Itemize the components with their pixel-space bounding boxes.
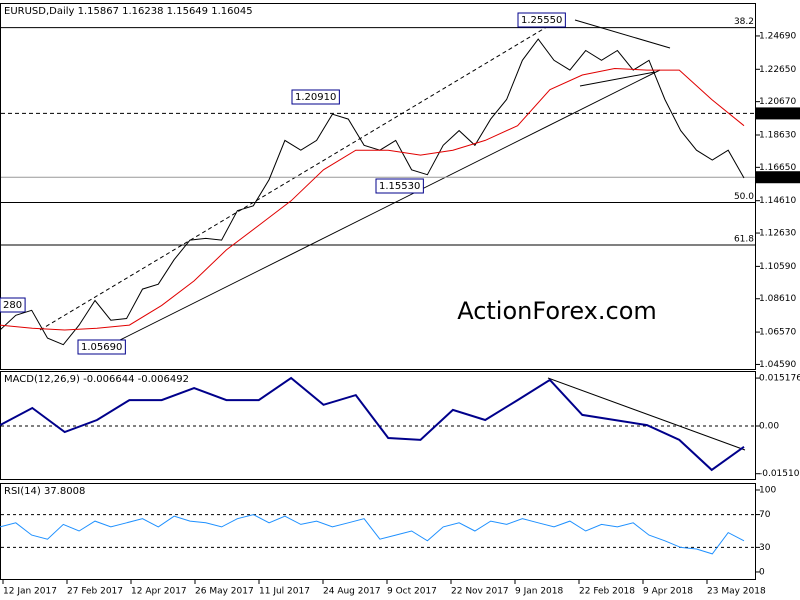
annotation-box — [0, 297, 26, 313]
annotation: 1.05690 — [81, 342, 122, 353]
annotation: 1.20910 — [295, 92, 336, 103]
price-marker: 1.16045 — [759, 173, 796, 183]
annotation-box — [291, 89, 340, 105]
macd-trend-line — [547, 377, 746, 451]
y-tick-label: 1.22650 — [759, 65, 796, 75]
fib-label: 38.2 — [734, 17, 754, 27]
price-marker: 1.19950 — [759, 109, 796, 119]
annotation: 1.15530 — [379, 181, 420, 192]
trend-line — [109, 69, 661, 346]
annotation-box — [77, 339, 126, 355]
macd-title: MACD(12,26,9) -0.006644 -0.006492 — [4, 374, 189, 385]
y-tick-label: 1.12630 — [759, 229, 796, 239]
x-tick-label: 9 Oct 2017 — [387, 587, 437, 597]
y-tick-label: 1.20670 — [759, 97, 796, 107]
series-line — [0, 67, 745, 331]
y-tick-label: 1.24690 — [759, 31, 796, 41]
y-tick-label: 0.015176 — [759, 374, 800, 384]
annotation: 280 — [3, 300, 22, 311]
fib-label: 61.8 — [734, 234, 754, 244]
x-tick-label: 11 Jul 2017 — [259, 587, 310, 597]
y-tick-label: 0 — [759, 567, 765, 577]
x-tick-label: 22 Feb 2018 — [579, 587, 635, 597]
fib-label: 50.0 — [734, 192, 754, 202]
y-tick-label: 1.06570 — [759, 328, 796, 338]
y-tick-label: 30 — [759, 543, 771, 553]
y-tick-label: 1.10590 — [759, 262, 796, 272]
y-tick-label: 70 — [759, 510, 771, 520]
rsi-title: RSI(14) 37.8008 — [4, 486, 85, 497]
x-tick-label: 9 Apr 2018 — [643, 587, 693, 597]
y-tick-label: 0.00 — [759, 422, 779, 432]
rsi-panel — [0, 483, 756, 580]
x-tick-label: 12 Jan 2017 — [3, 587, 57, 597]
x-tick-label: 12 Apr 2017 — [131, 587, 187, 597]
chart-title: EURUSD,Daily 1.15867 1.16238 1.15649 1.1… — [4, 6, 253, 17]
annotation: 1.25550 — [521, 15, 562, 26]
y-tick-label: 100 — [759, 485, 776, 495]
annotation-box — [517, 12, 566, 28]
triangle-line — [574, 19, 671, 49]
x-tick-label: 22 Nov 2017 — [451, 587, 509, 597]
y-tick-label: 1.08610 — [759, 294, 796, 304]
x-tick-label: 27 Feb 2017 — [67, 587, 123, 597]
series-line — [0, 514, 745, 555]
x-tick-label: 9 Jan 2018 — [515, 587, 563, 597]
x-tick-label: 24 Aug 2017 — [323, 587, 381, 597]
watermark: ActionForex.com — [457, 297, 657, 325]
y-tick-label: 1.18630 — [759, 130, 796, 140]
x-tick-label: 23 May 2018 — [707, 587, 766, 597]
x-tick-label: 26 May 2017 — [195, 587, 254, 597]
price-panel — [0, 3, 756, 370]
y-tick-label: 1.14610 — [759, 196, 796, 206]
y-tick-label: -0.015105 — [759, 469, 800, 479]
price-marker-box — [756, 171, 800, 184]
triangle-line — [579, 71, 656, 87]
y-tick-label: 1.16650 — [759, 163, 796, 173]
series-line — [0, 376, 745, 472]
price-marker-box — [756, 107, 800, 120]
series-line — [0, 38, 745, 346]
y-tick-label: 1.04590 — [759, 360, 796, 370]
annotation-box — [375, 178, 424, 194]
